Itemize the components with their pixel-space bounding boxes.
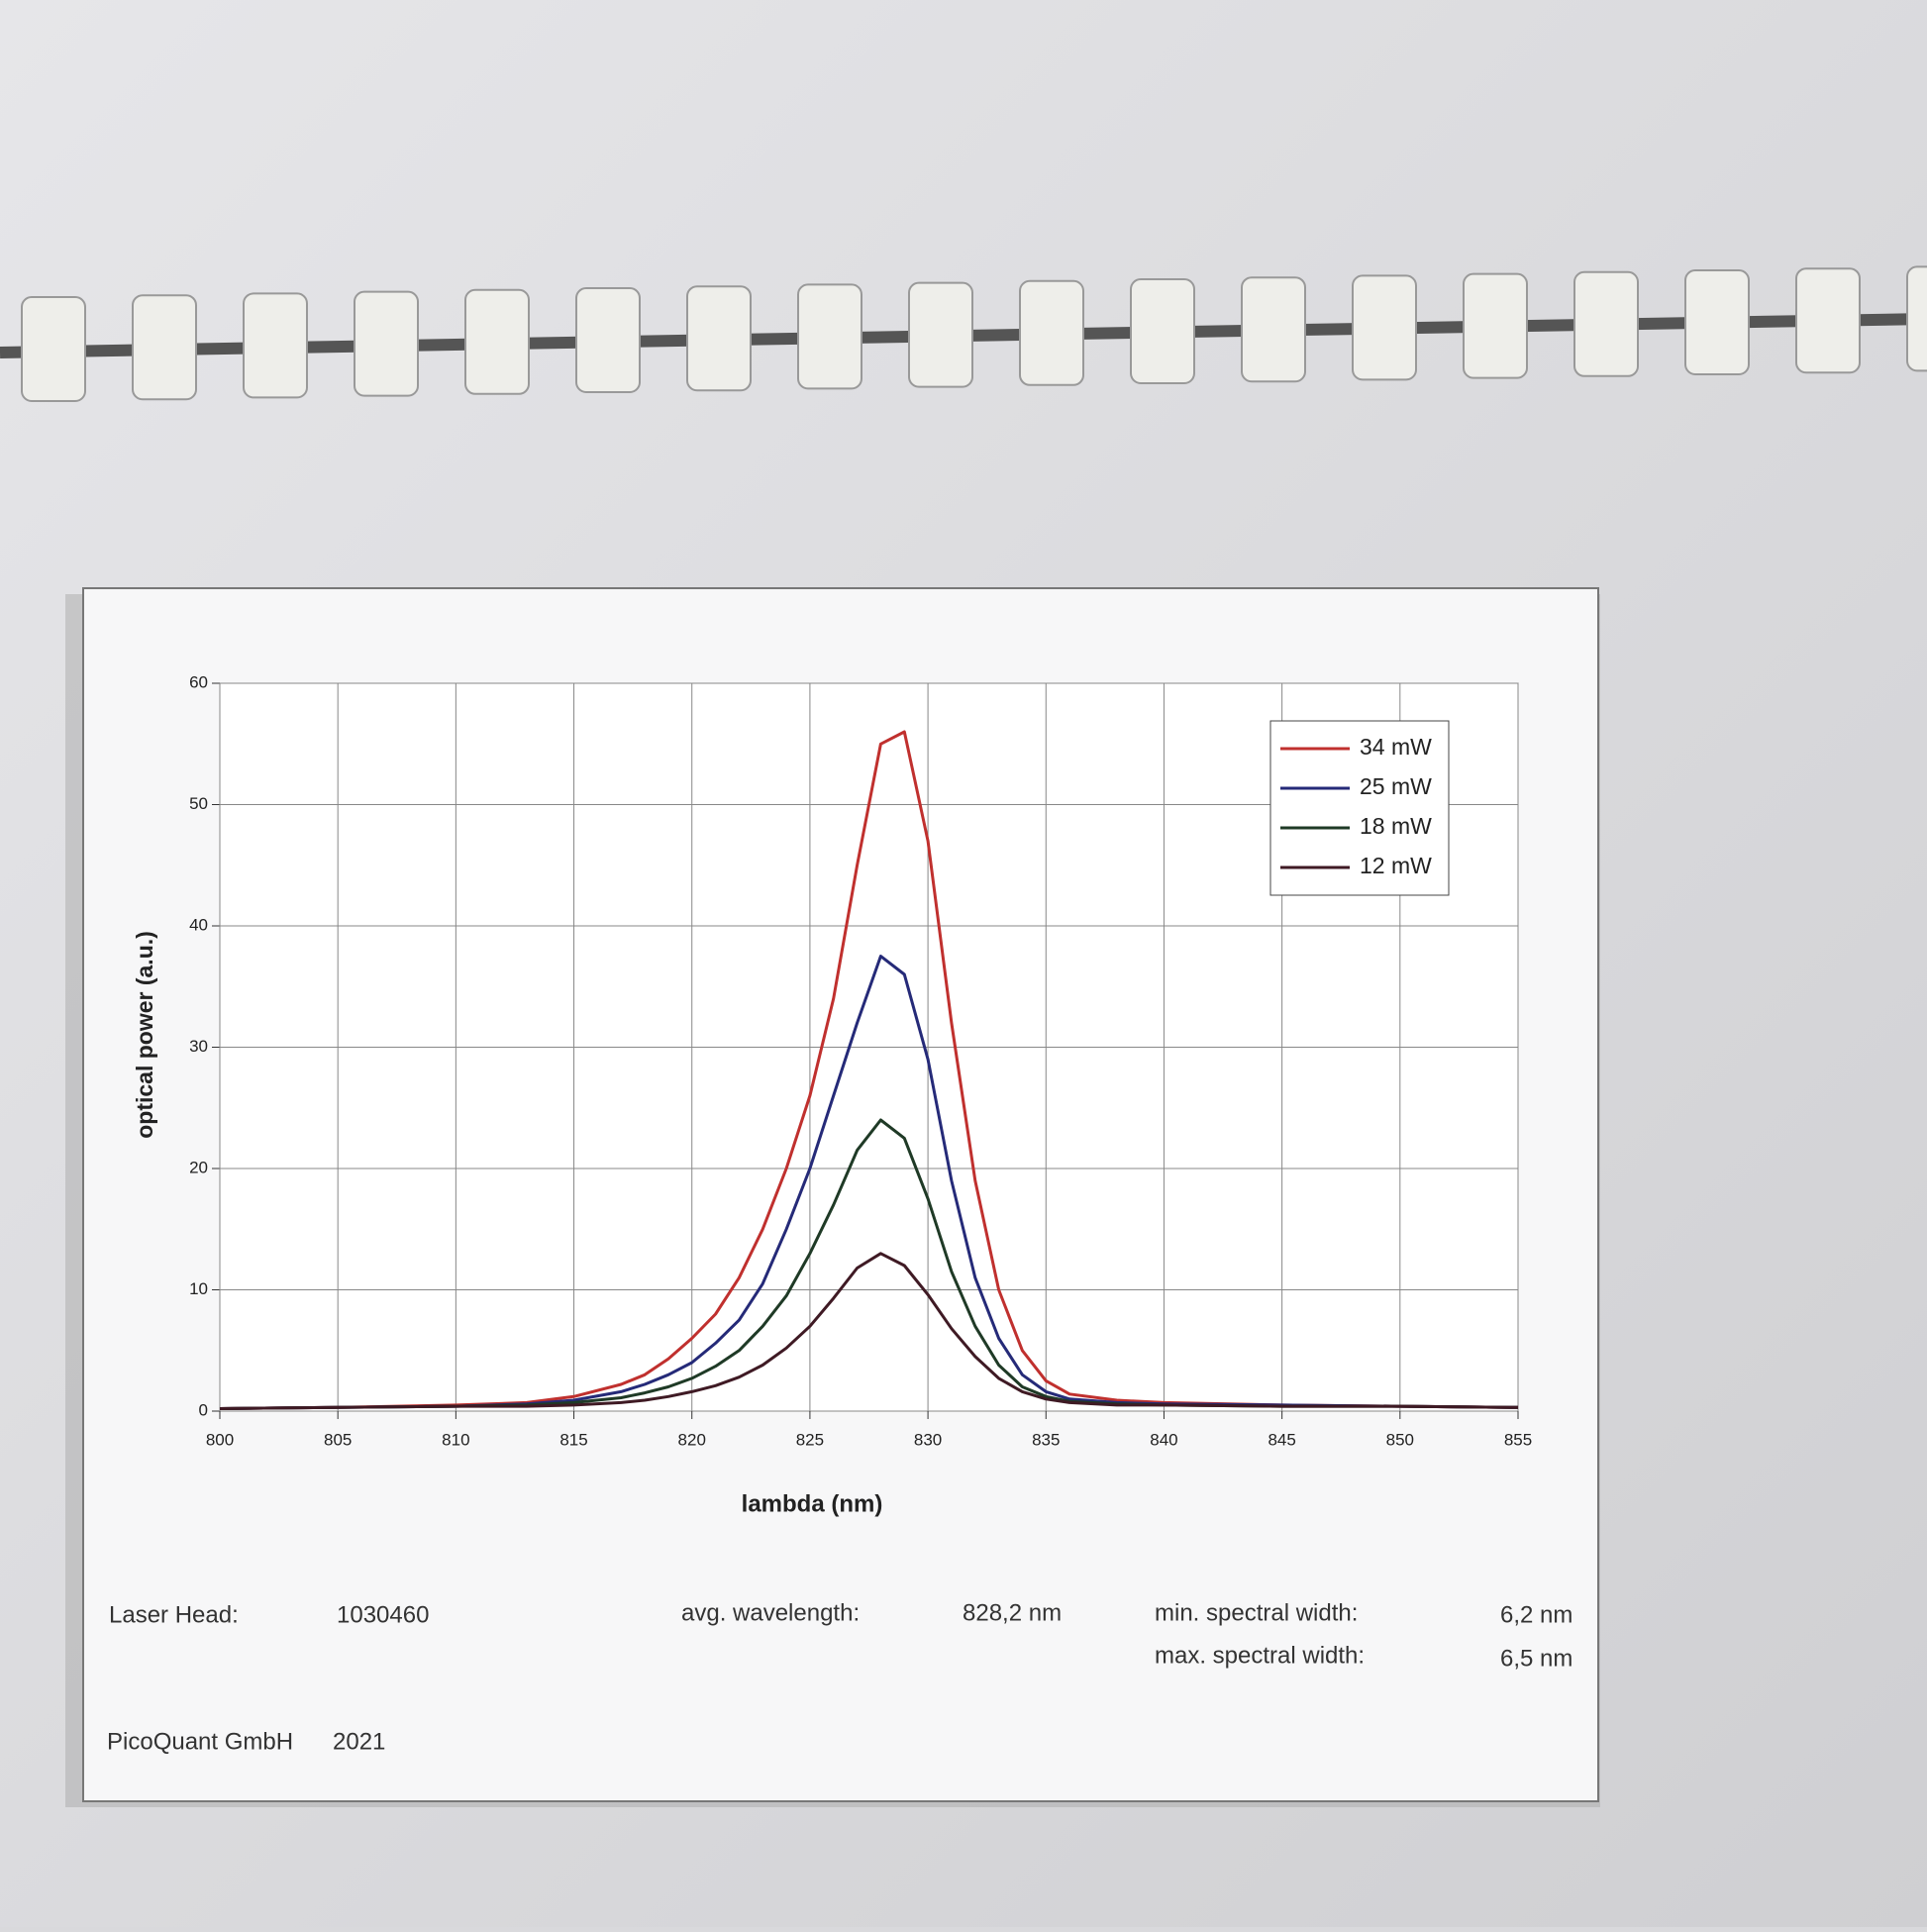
y-tick-label: 40: [189, 915, 208, 934]
binder-ring: [575, 287, 641, 393]
legend-label: 25 mW: [1360, 773, 1432, 799]
label: PicoQuant GmbH: [107, 1728, 293, 1755]
series-line: [219, 955, 1519, 1410]
binder-ring: [243, 292, 308, 399]
series-line: [219, 1252, 1519, 1410]
legend-label: 12 mW: [1360, 853, 1432, 878]
binder-ring: [1130, 278, 1195, 384]
x-tick-label: 850: [1386, 1430, 1414, 1449]
label: avg. wavelength:: [681, 1599, 860, 1626]
y-tick-label: 30: [189, 1037, 208, 1056]
x-tick-label: 845: [1268, 1430, 1295, 1449]
binder-ring: [21, 296, 86, 402]
x-tick-label: 810: [442, 1430, 469, 1449]
label: min. spectral width:: [1155, 1599, 1358, 1626]
value: 2021: [333, 1728, 385, 1755]
binder-ring: [1573, 270, 1639, 377]
x-tick-label: 840: [1150, 1430, 1177, 1449]
binder-ring: [797, 283, 862, 390]
legend-label: 34 mW: [1360, 734, 1432, 760]
value: 1030460: [337, 1601, 429, 1628]
binder-ring: [1352, 274, 1417, 381]
x-tick-label: 835: [1032, 1430, 1060, 1449]
binder-ring: [1019, 279, 1084, 386]
binder-ring: [1795, 267, 1861, 374]
binder-ring: [1684, 269, 1750, 375]
x-axis-label: lambda (nm): [742, 1490, 883, 1517]
x-tick-label: 815: [559, 1430, 587, 1449]
x-tick-label: 830: [914, 1430, 942, 1449]
x-tick-label: 820: [678, 1430, 706, 1449]
binder: [0, 265, 1927, 402]
chart: lambda (nm) optical power (a.u.) 0 10 20 30…: [132, 672, 1532, 1517]
y-tick-label: 60: [189, 672, 208, 691]
label: max. spectral width:: [1155, 1642, 1365, 1669]
footer: Laser Head: 1030460 avg. wavelength: 828…: [107, 1599, 1572, 1755]
y-tick-label: 10: [189, 1279, 208, 1298]
binder-ring: [908, 281, 973, 388]
x-tick-label: 800: [206, 1430, 234, 1449]
binder-ring: [354, 290, 419, 397]
series-line: [219, 730, 1519, 1410]
binder-ring: [464, 288, 530, 395]
value: 828,2 nm: [963, 1599, 1062, 1626]
binder-ring: [686, 285, 752, 392]
y-tick-label: 50: [189, 794, 208, 813]
x-tick-label: 825: [796, 1430, 824, 1449]
legend-label: 18 mW: [1360, 813, 1432, 839]
y-tick-label: 0: [199, 1400, 208, 1419]
label: Laser Head:: [109, 1601, 239, 1628]
binder-ring: [1463, 272, 1528, 379]
value: 6,2 nm: [1500, 1601, 1572, 1628]
binder-ring: [1241, 276, 1306, 383]
y-axis-label: optical power (a.u.): [132, 931, 157, 1139]
x-tick-label: 855: [1504, 1430, 1532, 1449]
binder-ring: [1906, 265, 1927, 372]
x-tick-label: 805: [324, 1430, 352, 1449]
value: 6,5 nm: [1500, 1645, 1572, 1672]
binder-ring: [132, 294, 197, 401]
y-tick-label: 20: [189, 1158, 208, 1176]
